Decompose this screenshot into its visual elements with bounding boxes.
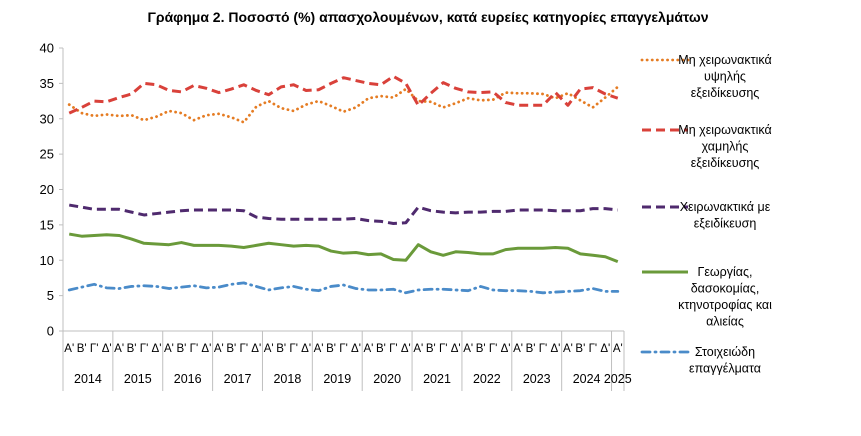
series-line-1 <box>67 85 620 124</box>
x-tick-label: Α' <box>413 343 423 355</box>
x-tick-label: Β' <box>476 343 486 355</box>
year-label: 2023 <box>523 372 551 386</box>
year-label: 2019 <box>323 372 351 386</box>
legend-label: Μη χειρωνακτικά <box>678 123 771 137</box>
x-tick-label: Α' <box>563 343 573 355</box>
legend-entry-2: Μη χειρωνακτικά χαμηλής εξειδίκευσης <box>642 123 772 170</box>
y-tick-label: 30 <box>40 111 54 126</box>
x-tick-label: Β' <box>326 343 336 355</box>
x-tick-label: Α' <box>363 343 373 355</box>
legend-label: δασοκομίας, <box>691 282 760 296</box>
x-tick-label: Δ' <box>550 343 560 355</box>
series-layer <box>67 74 620 295</box>
x-tick-label: Δ' <box>201 343 211 355</box>
y-tick-label: 5 <box>47 288 54 303</box>
x-tick-label: Α' <box>314 343 324 355</box>
x-tick-label: Δ' <box>152 343 162 355</box>
x-tick-label: Γ' <box>90 343 99 355</box>
x-tick-label: Α' <box>214 343 224 355</box>
year-label: 2025 <box>604 372 632 386</box>
legend-entry-1: Μη χειρωνακτικά υψηλής εξειδίκευσης <box>640 53 772 100</box>
legend-label: Μη χειρωνακτικά <box>678 53 771 67</box>
year-label: 2016 <box>174 372 202 386</box>
chart-title: Γράφημα 2. Ποσοστό (%) απασχολουμένων, κ… <box>148 9 709 25</box>
x-tick-label: Δ' <box>102 343 112 355</box>
year-label: 2015 <box>124 372 152 386</box>
y-tick-label: 35 <box>40 76 54 91</box>
x-tick-label: Β' <box>176 343 186 355</box>
x-tick-label: Α' <box>613 343 623 355</box>
year-label: 2022 <box>473 372 501 386</box>
x-tick-label: Α' <box>114 343 124 355</box>
series-line-2 <box>68 74 619 115</box>
legend-label: εξειδίκευσης <box>691 86 760 100</box>
series-line-4 <box>68 232 619 264</box>
x-tick-label: Β' <box>526 343 536 355</box>
x-tick-label: Γ' <box>589 343 598 355</box>
x-tick-label: Α' <box>463 343 473 355</box>
x-tick-label: Β' <box>77 343 87 355</box>
x-tick-label: Β' <box>575 343 585 355</box>
y-tick-label: 25 <box>40 147 54 162</box>
x-tick-label: Δ' <box>451 343 461 355</box>
y-tick-label: 10 <box>40 253 54 268</box>
legend-label: Γεωργίας, <box>697 265 752 279</box>
legend-label: υψηλής <box>704 70 746 84</box>
year-label: 2021 <box>423 372 451 386</box>
x-tick-label: Δ' <box>401 343 411 355</box>
x-tick-label: Β' <box>376 343 386 355</box>
legend-entry-5: Στοιχειώδη επαγγέλματα <box>640 345 761 376</box>
x-tick-label: Γ' <box>289 343 298 355</box>
y-tick-label: 20 <box>40 182 54 197</box>
legend-entry-4: Γεωργίας, δασοκομίας, κτηνοτροφίας και αλιε… <box>642 265 772 329</box>
legend-label: επαγγέλματα <box>689 362 761 376</box>
series-line-3 <box>68 203 618 225</box>
x-tick-label: Β' <box>226 343 236 355</box>
x-tick-label: Γ' <box>240 343 249 355</box>
legend-label: Στοιχειώδη <box>695 345 755 359</box>
x-tick-label: Α' <box>264 343 274 355</box>
y-tick-label: 15 <box>40 217 54 232</box>
year-label: 2014 <box>74 372 102 386</box>
y-tick-label: 0 <box>47 324 54 339</box>
legend-label: κτηνοτροφίας και <box>678 298 772 312</box>
x-tick-label: Β' <box>276 343 286 355</box>
legend-label: Χειρωνακτικά με <box>680 200 771 214</box>
year-label: 2024 <box>573 372 601 386</box>
x-tick-label: Δ' <box>600 343 610 355</box>
x-tick-label: Γ' <box>190 343 199 355</box>
x-tick-label: Α' <box>64 343 74 355</box>
x-tick-label: Γ' <box>439 343 448 355</box>
x-tick-label: Δ' <box>301 343 311 355</box>
x-tick-label: Α' <box>513 343 523 355</box>
legend-label: χαμηλής <box>702 140 749 154</box>
x-tick-label: Δ' <box>251 343 261 355</box>
legend-label: εξειδίκευσης <box>691 156 760 170</box>
x-tick-label: Α' <box>164 343 174 355</box>
series-line-5 <box>67 281 620 295</box>
legend-entry-3: Χειρωνακτικά με εξειδίκευση <box>642 200 771 231</box>
legend-label: αλιείας <box>706 315 744 329</box>
legend-label: εξειδίκευση <box>694 217 757 231</box>
x-tick-label: Δ' <box>501 343 511 355</box>
x-tick-label: Γ' <box>140 343 149 355</box>
year-label: 2017 <box>224 372 252 386</box>
y-tick-label: 40 <box>40 41 54 56</box>
x-tick-label: Β' <box>127 343 137 355</box>
year-label: 2018 <box>273 372 301 386</box>
x-tick-label: Γ' <box>389 343 398 355</box>
x-tick-label: Β' <box>426 343 436 355</box>
x-tick-label: Γ' <box>489 343 498 355</box>
x-tick-label: Γ' <box>339 343 348 355</box>
x-tick-label: Δ' <box>351 343 361 355</box>
x-tick-label: Γ' <box>539 343 548 355</box>
year-label: 2020 <box>373 372 401 386</box>
